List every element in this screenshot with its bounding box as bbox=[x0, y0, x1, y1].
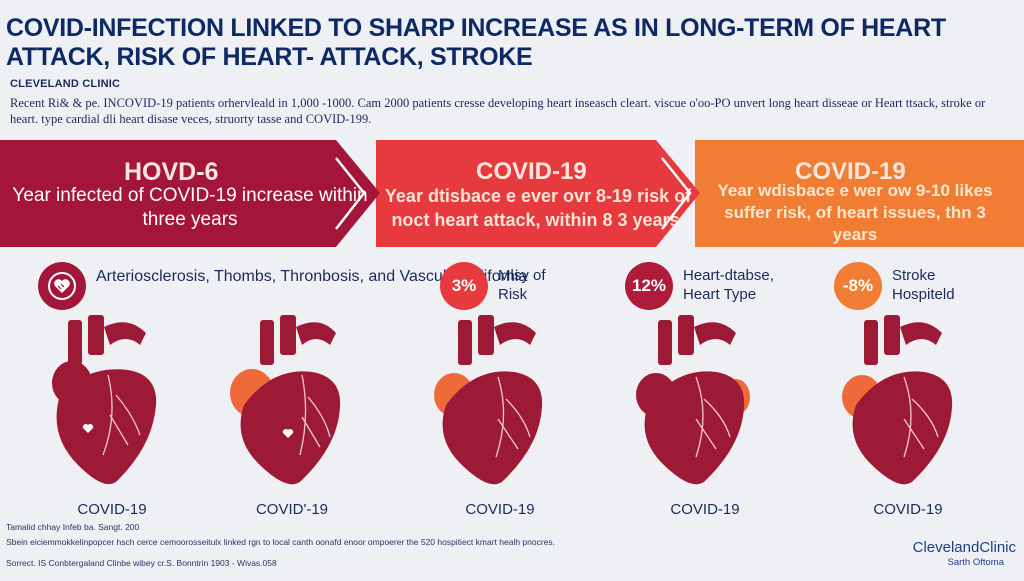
band-heading: COVID-19 bbox=[795, 158, 906, 185]
heart-caption: COVID'-19 bbox=[255, 501, 329, 518]
footnote: Sbein eiciemmokkelinpopcer hsch cerce ce… bbox=[6, 537, 556, 547]
band-segment-1: HOVD-6 Year infected of COVID-19 increas… bbox=[0, 140, 380, 247]
heart-caption: COVID-19 bbox=[873, 501, 943, 518]
band-heading: COVID-19 bbox=[476, 158, 587, 185]
heart-illustration-icon bbox=[636, 315, 750, 485]
heart-icon bbox=[38, 262, 86, 310]
stat-label: Mlsy of Risk bbox=[498, 267, 546, 303]
band-heading: HOVD-6 bbox=[124, 158, 219, 186]
band-text: Year dtisbace e ever ovr 8-19 risk of no… bbox=[384, 186, 692, 230]
band-text: Year wdisbace e wer ow 9-10 likes suffer… bbox=[717, 181, 993, 244]
heart-illustration-icon bbox=[434, 315, 543, 485]
stat-label: Stroke Hospiteld bbox=[892, 267, 955, 303]
brand-subtitle: Sarth Oftoma bbox=[947, 557, 1005, 568]
heart-caption: COVID-19 bbox=[670, 501, 740, 518]
footnote: Tamalid chhay Infeb ba. Sangt. 200 bbox=[6, 522, 140, 532]
organization-label: CLEVELAND CLINIC bbox=[10, 78, 121, 90]
heart-caption: COVID-19 bbox=[77, 501, 147, 518]
intro-text: Recent Ri& & pe. INCOVID-19 patients orh… bbox=[10, 96, 986, 126]
heart-illustration-icon bbox=[842, 315, 953, 485]
percent-badge: 12% bbox=[625, 262, 673, 310]
heart-illustration-icon bbox=[230, 315, 341, 485]
source-note: Sorrect. IS Conbtergaland Clinbe wibey c… bbox=[6, 558, 277, 568]
heart-illustration-icon bbox=[52, 315, 157, 485]
band-text: Year infected of COVID-19 increase withi… bbox=[12, 185, 368, 230]
brand-logo: ClevelandClinic bbox=[912, 539, 1016, 556]
stat-label: Arteriosclerosis, Thombs, Thronbosis, an… bbox=[96, 268, 528, 285]
percent-badge: 3% bbox=[440, 262, 488, 310]
heart-caption: COVID-19 bbox=[465, 501, 535, 518]
band-segment-2: COVID-19 Year dtisbace e ever ovr 8-19 r… bbox=[376, 140, 700, 247]
band-segment-3: COVID-19 Year wdisbace e wer ow 9-10 lik… bbox=[695, 140, 1024, 247]
stat-label: Heart-dtabse, Heart Type bbox=[683, 267, 774, 303]
page-title: COVID-INFECTION LINKED TO SHARP INCREASE… bbox=[6, 14, 946, 71]
percent-badge: -8% bbox=[834, 262, 882, 310]
